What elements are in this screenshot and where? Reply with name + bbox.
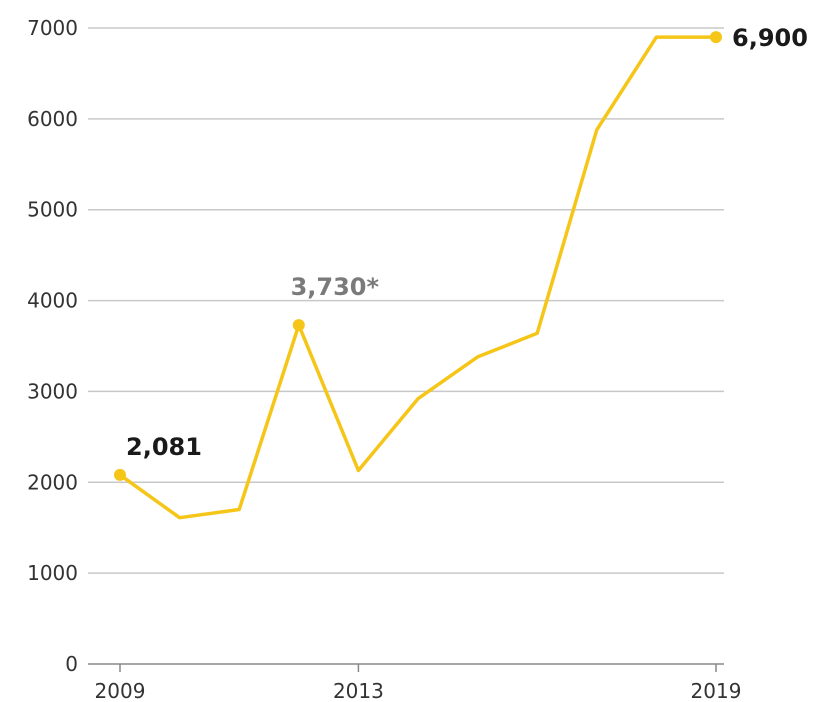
data-label: 3,730* [291, 273, 380, 301]
annotation-layer: 2,081 3,730* 6,900 [126, 24, 808, 461]
grid-lines [88, 27, 724, 665]
y-tick-label: 6000 [27, 107, 78, 131]
x-tick-label: 2019 [691, 679, 742, 702]
y-tick-label: 0 [65, 652, 78, 676]
data-label: 2,081 [126, 433, 202, 461]
y-tick-label: 7000 [27, 16, 78, 40]
y-tick-label: 2000 [27, 470, 78, 494]
data-point-marker [114, 468, 126, 481]
x-tick-label: 2009 [95, 679, 146, 702]
x-tick-label: 2013 [333, 679, 384, 702]
data-point-marker [292, 319, 305, 332]
y-tick-label: 3000 [27, 379, 78, 403]
y-tick-labels: 0 1000 2000 3000 4000 5000 6000 7000 [27, 16, 78, 676]
x-tick-labels: 2009 2013 2019 [95, 664, 742, 702]
marker-layer [114, 31, 722, 481]
y-tick-label: 1000 [27, 561, 78, 585]
series-layer [118, 35, 718, 520]
y-tick-label: 5000 [27, 198, 78, 222]
y-tick-label: 4000 [27, 289, 78, 313]
data-label: 6,900 [732, 24, 808, 52]
series-line [118, 35, 718, 520]
data-point-marker [710, 31, 722, 44]
